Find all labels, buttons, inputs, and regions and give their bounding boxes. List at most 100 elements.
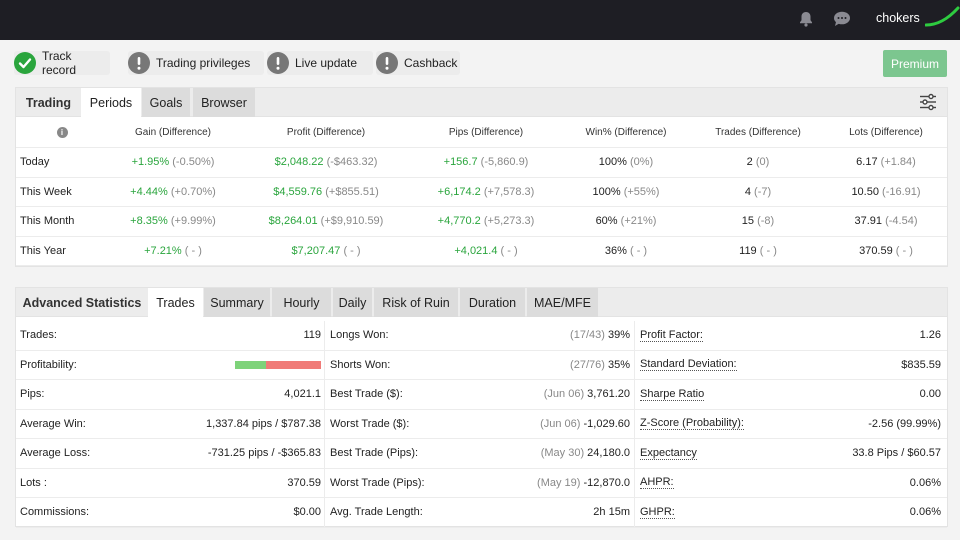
tab-risk-of-ruin[interactable]: Risk of Ruin: [374, 288, 458, 317]
gain-difference: ( - ): [184, 245, 202, 258]
stat-value: 24,180.0: [587, 447, 630, 460]
stats-table: Trades: 119 Longs Won: (17/43) 39% Profit Fa…: [16, 321, 947, 528]
username[interactable]: chokers: [876, 11, 920, 25]
stat-label[interactable]: Profit Factor:: [640, 321, 703, 350]
trades-value: 2: [746, 156, 753, 169]
trades-difference: (-8): [757, 215, 775, 228]
win-difference: (+55%): [623, 185, 660, 198]
gain-value: +1.95%: [131, 156, 170, 169]
badge-track-record[interactable]: Track record: [14, 49, 110, 77]
profit-cell: $2,048.22 (-$463.32): [256, 148, 396, 177]
trades-cell: 15 (-8): [688, 207, 828, 236]
profit-value: $2,048.22: [274, 156, 324, 169]
period-label: Today: [20, 156, 50, 169]
win-value: 36%: [604, 245, 627, 258]
stat-label: Avg. Trade Length:: [330, 506, 423, 519]
win-value: 60%: [595, 215, 618, 228]
column-header: Profit (Difference): [286, 127, 366, 138]
tab-browser[interactable]: Browser: [193, 88, 255, 117]
filter-settings-icon[interactable]: [919, 93, 937, 111]
column-header: Trades (Difference): [715, 127, 801, 138]
stat-value: -12,870.0: [583, 476, 630, 489]
table-row: This Month +8.35% (+9.99%) $8,264.01 (+$9,…: [16, 207, 947, 237]
column-header: Pips (Difference): [448, 127, 524, 138]
pips-cell: +4,021.4 ( - ): [416, 237, 556, 266]
stat-value: 3,761.20: [587, 388, 630, 401]
tab-trading[interactable]: Trading: [25, 95, 72, 110]
profit-difference: (-$463.32): [326, 156, 378, 169]
pips-value: +156.7: [443, 156, 478, 169]
advanced-statistics-panel: Advanced Statistics Trades Summary Hourl…: [15, 287, 948, 528]
stat-value: -2.56 (99.99%): [868, 417, 941, 430]
pips-cell: +4,770.2 (+5,273.3): [416, 207, 556, 236]
tab-mae-mfe[interactable]: MAE/MFE: [527, 288, 598, 317]
badge-cashback[interactable]: Cashback: [376, 51, 460, 75]
stat-value: $0.00: [293, 506, 321, 519]
table-header-row: i Gain (Difference) Profit (Difference) …: [16, 118, 947, 148]
badge-live-update[interactable]: Live update: [267, 51, 373, 75]
top-bar: chokers: [0, 0, 960, 40]
pips-cell: +156.7 (-5,860.9): [416, 148, 556, 177]
table-row: This Week +4.44% (+0.70%) $4,559.76 (+$855…: [16, 178, 947, 208]
bell-icon[interactable]: [798, 11, 814, 27]
stat-label[interactable]: Sharpe Ratio: [640, 380, 705, 409]
tab-duration[interactable]: Duration: [460, 288, 525, 317]
stat-label-text: Standard Deviation:: [640, 358, 737, 372]
stat-value: 1.26: [919, 329, 941, 342]
stat-value-group: (May 30) 24,180.0: [456, 439, 630, 468]
gain-cell: +8.35% (+9.99%): [108, 207, 238, 236]
stat-value: 0.06%: [909, 476, 941, 489]
badge-label: Cashback: [404, 56, 458, 70]
win-difference: (+21%): [620, 215, 657, 228]
stat-note: (27/76): [570, 358, 605, 371]
stat-label: Pips:: [20, 388, 45, 401]
stat-label[interactable]: Standard Deviation:: [640, 351, 737, 380]
gain-cell: +7.21% ( - ): [108, 237, 238, 266]
badge-trading-privileges[interactable]: Trading privileges: [128, 51, 264, 75]
premium-button[interactable]: Premium: [883, 50, 947, 77]
win-cell: 100% (0%): [556, 148, 696, 177]
stat-label: Worst Trade ($):: [330, 417, 410, 430]
pips-difference: (+7,578.3): [483, 185, 535, 198]
stat-value-group: (Jun 06) -1,029.60: [456, 410, 630, 439]
badge-label: Live update: [295, 56, 358, 70]
stat-value: -1,029.60: [583, 417, 630, 430]
profit-cell: $8,264.01 (+$9,910.59): [256, 207, 396, 236]
lots-difference: ( - ): [895, 245, 913, 258]
stat-note: (Jun 06): [543, 388, 585, 401]
trades-difference: ( - ): [759, 245, 777, 258]
profit-difference: ( - ): [343, 245, 361, 258]
stat-label[interactable]: Z-Score (Probability):: [640, 410, 744, 439]
stat-label[interactable]: GHPR:: [640, 498, 675, 527]
stat-label: Best Trade ($):: [330, 388, 403, 401]
trades-value: 15: [741, 215, 755, 228]
tab-daily[interactable]: Daily: [333, 288, 372, 317]
stat-label-text: GHPR:: [640, 505, 675, 519]
pips-value: +4,021.4: [454, 245, 498, 258]
trades-difference: (-7): [754, 185, 772, 198]
trades-cell: 4 (-7): [688, 178, 828, 207]
tab-periods[interactable]: Periods: [81, 88, 141, 117]
stat-label[interactable]: AHPR:: [640, 469, 674, 498]
tab-advanced-statistics[interactable]: Advanced Statistics: [22, 295, 142, 310]
tab-summary[interactable]: Summary: [204, 288, 270, 317]
stat-label: Best Trade (Pips):: [330, 447, 419, 460]
lots-value: 370.59: [859, 245, 893, 258]
exclamation-icon: [267, 52, 289, 74]
lots-difference: (+1.84): [880, 156, 916, 169]
tab-trades[interactable]: Trades: [148, 288, 203, 317]
gain-difference: (+9.99%): [170, 215, 216, 228]
table-row: Pips: 4,021.1 Best Trade ($): (Jun 06) 3,76…: [16, 380, 947, 410]
gain-value: +7.21%: [144, 245, 182, 258]
lots-value: 6.17: [856, 156, 878, 169]
tab-goals[interactable]: Goals: [142, 88, 190, 117]
chat-icon[interactable]: [833, 11, 851, 27]
info-icon[interactable]: i: [56, 127, 68, 138]
stat-value-group: (Jun 06) 3,761.20: [456, 380, 630, 409]
stat-label[interactable]: Expectancy: [640, 439, 697, 468]
tab-hourly[interactable]: Hourly: [272, 288, 331, 317]
stat-label: Longs Won:: [330, 329, 389, 342]
stat-label-text: Z-Score (Probability):: [640, 417, 744, 431]
badge-label: Trading privileges: [156, 56, 251, 70]
stat-label-text: AHPR:: [640, 476, 674, 490]
